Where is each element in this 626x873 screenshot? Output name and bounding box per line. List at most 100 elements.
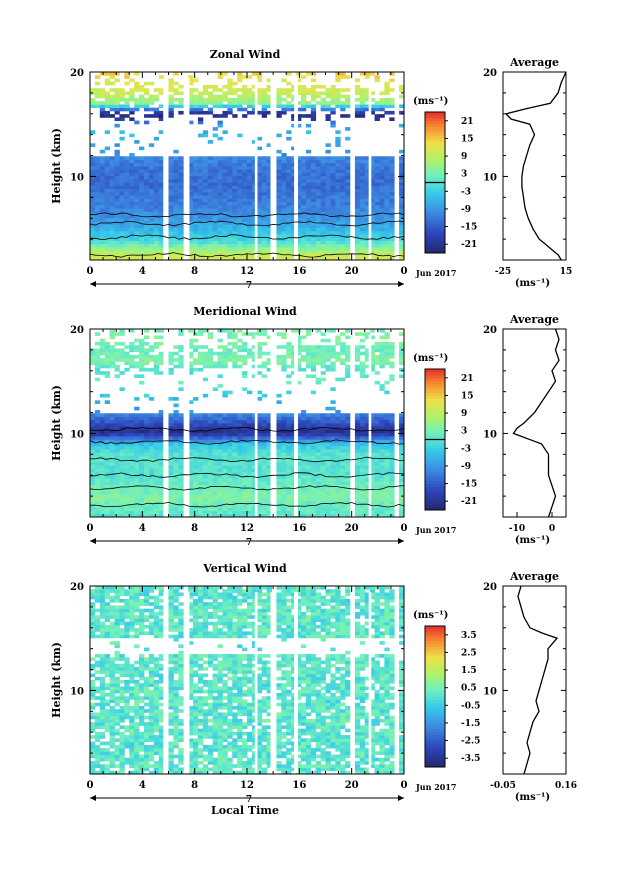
heatmap-cell [94,481,101,485]
heatmap-cell [158,104,164,109]
heatmap-cell [139,374,145,379]
heatmap-cell [99,468,106,473]
heatmap-cell [354,497,361,502]
heatmap-cell [379,178,385,183]
heatmap-cell [261,107,268,112]
heatmap-cell [99,458,106,463]
heatmap-cell [247,97,253,102]
heatmap-cell [197,435,204,440]
heatmap-cell [227,204,233,209]
heatmap-cell [217,240,223,245]
heatmap-cell [237,234,243,238]
date-day: 7 [246,281,252,291]
heatmap-cell [359,332,366,336]
heatmap-cell [139,191,145,196]
heatmap-cell [134,474,140,479]
heatmap-cell [330,91,336,96]
heatmap-cell [364,217,371,222]
colorbar-segment [425,135,445,139]
heatmap-cell [109,461,115,466]
heatmap-cell [153,230,160,235]
heatmap-cell [168,354,174,359]
heatmap-cell [399,185,405,190]
heatmap-cell [335,494,341,498]
heatmap-cell [320,175,326,180]
heatmap-cell [315,361,321,366]
heatmap-cell [266,455,272,460]
heatmap-cell [90,191,96,196]
heatmap-cell [354,429,361,434]
heatmap-cell [276,354,282,359]
heatmap-cell [276,458,282,463]
heatmap-cell [389,432,395,437]
heatmap-cell [296,497,302,502]
heatmap-cell [256,341,263,346]
heatmap-cell [251,250,258,254]
heatmap-cell [266,175,272,180]
heatmap-cell [139,178,145,183]
heatmap-cell [384,494,390,498]
colorbar-segment [425,238,445,242]
heatmap-cell [305,166,312,170]
heatmap-cell [345,149,351,154]
heatmap-cell [222,172,228,177]
heatmap-cell [237,162,243,167]
heatmap-cell [173,227,179,232]
heatmap-cell [139,230,145,235]
heatmap-cell [330,97,336,102]
heatmap-cell [148,101,155,105]
heatmap-cell [197,458,204,463]
colorbar-segment [425,235,445,239]
heatmap-cell [261,500,268,505]
heatmap-cell [134,406,140,411]
colorbar-segment [425,220,445,225]
heatmap-cell [222,156,228,160]
heatmap-cell [384,380,390,385]
heatmap-cell [251,465,258,469]
heatmap-cell [143,97,150,102]
heatmap-cell [173,72,179,76]
heatmap-cell [168,240,174,245]
heatmap-cell [114,224,120,228]
heatmap-cell [286,191,292,196]
heatmap-cell [104,159,111,164]
heatmap-cell [330,364,336,369]
heatmap-cell [305,445,312,450]
heatmap-cell [148,478,155,482]
heatmap-cell [256,201,263,206]
heatmap-cell [114,423,120,427]
heatmap-cell [369,243,375,248]
heatmap-cell [178,91,184,96]
heatmap-cell [143,413,150,417]
heatmap-cell [232,494,238,498]
heatmap-cell [212,133,218,138]
heatmap-cell [384,341,390,346]
heatmap-cell [134,120,140,125]
heatmap-cell [168,104,174,109]
heatmap-cell [232,448,238,453]
heatmap-cell [114,182,120,186]
heatmap-cell [124,358,130,362]
heatmap-cell [104,507,111,511]
heatmap-cell [330,247,336,251]
heatmap-cell [369,458,375,463]
heatmap-cell [124,247,130,251]
heatmap-cell [94,182,101,186]
heatmap-cell [281,429,287,434]
heatmap-cell [90,169,96,173]
heatmap-cell [364,75,371,79]
heatmap-cell [217,162,223,167]
heatmap-cell [369,439,375,443]
heatmap-cell [286,452,292,456]
heatmap-cell [202,256,209,261]
heatmap-cell [217,455,223,460]
heatmap-cell [222,221,228,225]
heatmap-cell [379,182,385,186]
heatmap-cell [178,358,184,362]
heatmap-cell [197,345,204,349]
heatmap-cell [158,221,164,225]
heatmap-cell [212,513,218,518]
heatmap-cell [305,452,312,456]
heatmap-cell [364,156,371,160]
heatmap-cell [261,94,268,99]
